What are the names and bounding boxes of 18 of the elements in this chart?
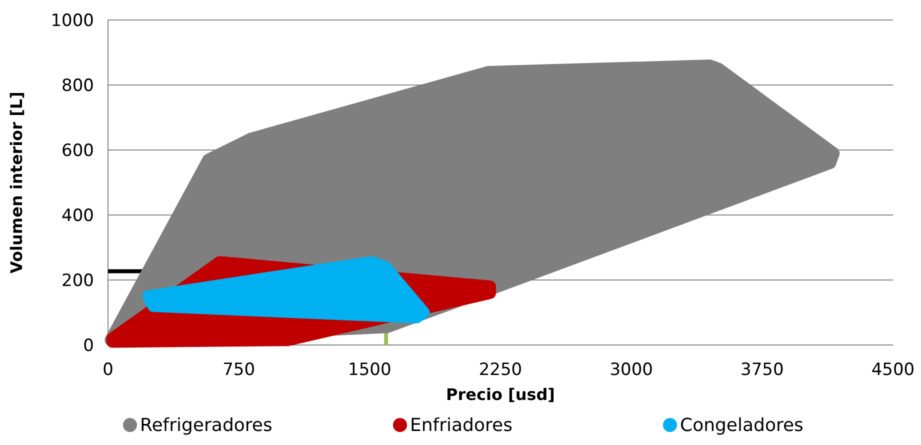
y-tick-label: 400: [62, 206, 94, 226]
legend-label: Refrigeradores: [140, 415, 272, 436]
y-tick-label: 800: [62, 76, 94, 96]
x-tick-label: 4500: [871, 360, 915, 380]
x-axis-title: Precio [usd]: [446, 385, 555, 404]
y-tick-label: 600: [62, 140, 94, 161]
x-tick-label: 3750: [740, 360, 784, 380]
x-tick-label: 0: [102, 360, 114, 380]
y-tick-label: 200: [62, 270, 94, 291]
y-tick-label: 1000: [50, 10, 94, 31]
legend-label: Congeladores: [680, 415, 804, 436]
x-tick-label: 750: [222, 360, 256, 380]
y-tick-label: 0: [83, 336, 94, 356]
legend-label: Enfriadores: [410, 415, 512, 436]
x-tick-label: 3000: [610, 360, 653, 380]
x-tick-label: 1500: [348, 360, 392, 380]
x-tick-label: 2250: [478, 360, 522, 380]
y-axis-title: Volumen interior [L]: [7, 92, 26, 274]
